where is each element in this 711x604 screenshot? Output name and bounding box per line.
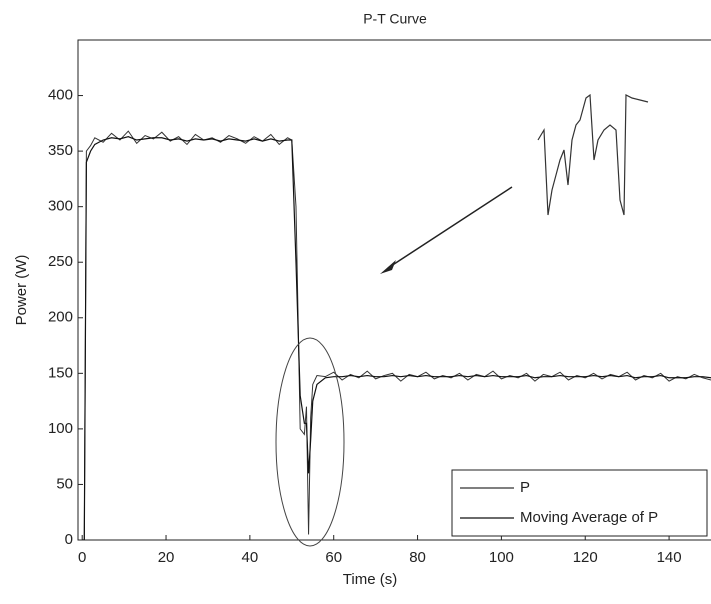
legend-label: P [520,479,530,496]
series-group [82,130,711,540]
x-axis-label: Time (s) [343,571,397,588]
x-tick-label: 60 [325,549,342,566]
x-tick-label: 0 [78,549,86,566]
y-tick-label: 50 [56,475,73,492]
series-line [82,136,711,540]
y-axis-label: Power (W) [13,255,30,326]
zoom-inset [537,93,649,216]
x-tick-label: 40 [242,549,259,566]
arrow-head [380,260,396,274]
annotation-arrow [387,186,513,269]
plot-area: 0 50 100 150 200 250 300 350 400 0 20 40 60 80 100 120 1… [48,39,711,566]
x-tick-label: 140 [657,549,682,566]
x-tick-label: 80 [409,549,426,566]
x-tick-label: 20 [158,549,175,566]
y-tick-label: 0 [65,531,73,548]
axes-box [77,39,711,541]
y-tick-label: 300 [48,198,73,215]
legend-label: Moving Average of P [520,509,658,526]
y-tick-label: 150 [48,364,73,381]
y-tick-label: 100 [48,420,73,437]
legend-box [451,469,708,537]
x-tick-label: 120 [573,549,598,566]
y-tick-label: 400 [48,87,73,104]
x-tick-label: 100 [489,549,514,566]
legend: P Moving Average of P [451,469,708,537]
y-tick-label: 200 [48,309,73,326]
y-tick-label: 250 [48,253,73,270]
y-tick-label: 350 [48,142,73,159]
highlight-ellipse [275,337,345,547]
series-line [82,130,711,540]
chart-title: P-T Curve [363,11,427,27]
